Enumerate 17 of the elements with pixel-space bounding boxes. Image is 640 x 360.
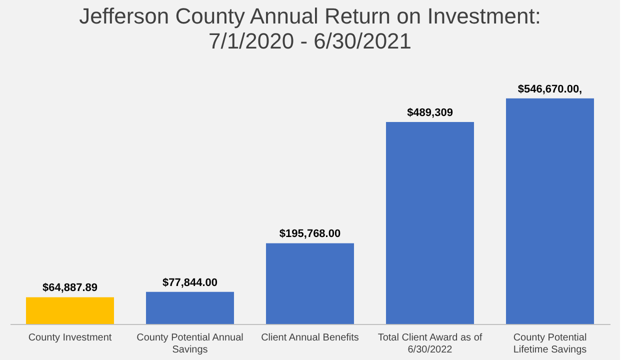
bar bbox=[26, 297, 114, 324]
data-label: $489,309 bbox=[407, 107, 453, 120]
x-tick-label: Client Annual Benefits bbox=[261, 332, 359, 344]
data-label: $64,887.89 bbox=[42, 282, 98, 294]
chart-title: Jefferson County Annual Return on Investment: bbox=[79, 3, 541, 28]
data-label: $77,844.00 bbox=[162, 276, 218, 289]
data-label: $195,768.00 bbox=[279, 228, 341, 240]
bar bbox=[266, 243, 354, 324]
bar bbox=[146, 292, 234, 324]
x-tick-label: County Potential Annual Savings bbox=[136, 332, 244, 356]
chart-subtitle: 7/1/2020 - 6/30/2021 bbox=[208, 28, 412, 54]
bar bbox=[506, 98, 594, 324]
x-tick-label: County Investment bbox=[28, 332, 112, 344]
x-tick-label: Total Client Award as of 6/30/2022 bbox=[378, 332, 482, 356]
bar bbox=[386, 122, 474, 324]
data-label: $546,670.00, bbox=[518, 83, 582, 96]
x-tick-label: County Potential Lifetime Savings bbox=[513, 332, 587, 356]
